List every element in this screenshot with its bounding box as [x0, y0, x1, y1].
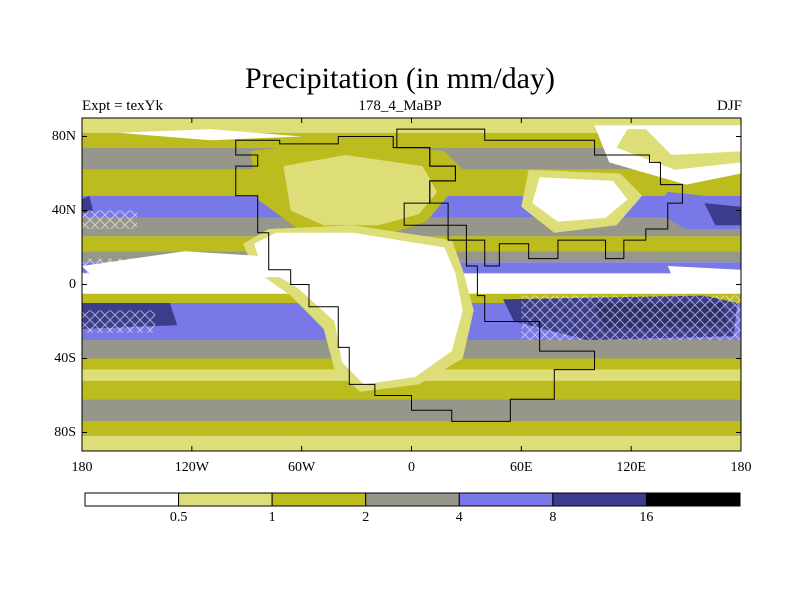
- band-17: [82, 421, 741, 437]
- season-label: DJF: [716, 98, 742, 114]
- colorbar-swatch-0: [84, 492, 180, 507]
- colorbar-label: 2: [362, 510, 370, 525]
- colorbar-swatch-4: [458, 492, 554, 507]
- x-tick-label: 60W: [288, 460, 316, 475]
- arctic-dry: [118, 129, 302, 141]
- colorbar-swatch-2: [271, 492, 367, 507]
- colorbar-swatch-6: [645, 492, 741, 507]
- west-edge-wet: [82, 195, 93, 215]
- continent-outline-east: [396, 128, 683, 267]
- y-tick-label: 80S: [54, 424, 76, 440]
- x-tick-label: 60E: [510, 460, 533, 475]
- x-tick-label: 0: [408, 460, 415, 475]
- pangaea-dry: [254, 232, 463, 385]
- hatched-region-0: [82, 258, 137, 278]
- x-tick-label: 180: [71, 460, 93, 475]
- period-label: 178_4_MaBP: [358, 98, 442, 114]
- colorbar-label: 0.5: [169, 510, 188, 525]
- pacific-very-wet: [704, 203, 741, 226]
- y-tick-label: 40S: [54, 350, 76, 366]
- north-east-dry-core: [642, 125, 741, 155]
- x-tick-label: 180: [730, 460, 752, 475]
- colorbar-label: 1: [268, 510, 276, 525]
- hatched-region-1: [82, 310, 156, 333]
- x-tick-label: 120W: [174, 460, 209, 475]
- hatched-region-2: [521, 295, 741, 340]
- colorbar-label: 16: [639, 510, 654, 525]
- y-tick-label: 80N: [51, 128, 76, 144]
- colorbar-label: 4: [455, 510, 463, 525]
- band-18: [82, 436, 741, 451]
- north-land-light: [283, 155, 438, 226]
- colorbar-label: 8: [549, 510, 557, 525]
- band-0: [82, 118, 741, 133]
- asia-dry: [532, 177, 628, 222]
- y-tick-label: 40N: [51, 202, 76, 218]
- experiment-label: Expt = texYk: [82, 98, 163, 114]
- band-15: [82, 380, 741, 400]
- hatched-region-3: [82, 210, 137, 229]
- precipitation-field: [82, 118, 741, 451]
- y-tick-label: 0: [69, 276, 76, 292]
- east-equatorial-dry: [667, 266, 741, 292]
- x-tick-label: 120E: [616, 460, 646, 475]
- colorbar-swatch-5: [552, 492, 647, 507]
- chart-title: Precipitation (in mm/day): [245, 62, 555, 95]
- colorbar-swatch-1: [178, 492, 273, 507]
- colorbar-swatch-3: [365, 492, 460, 507]
